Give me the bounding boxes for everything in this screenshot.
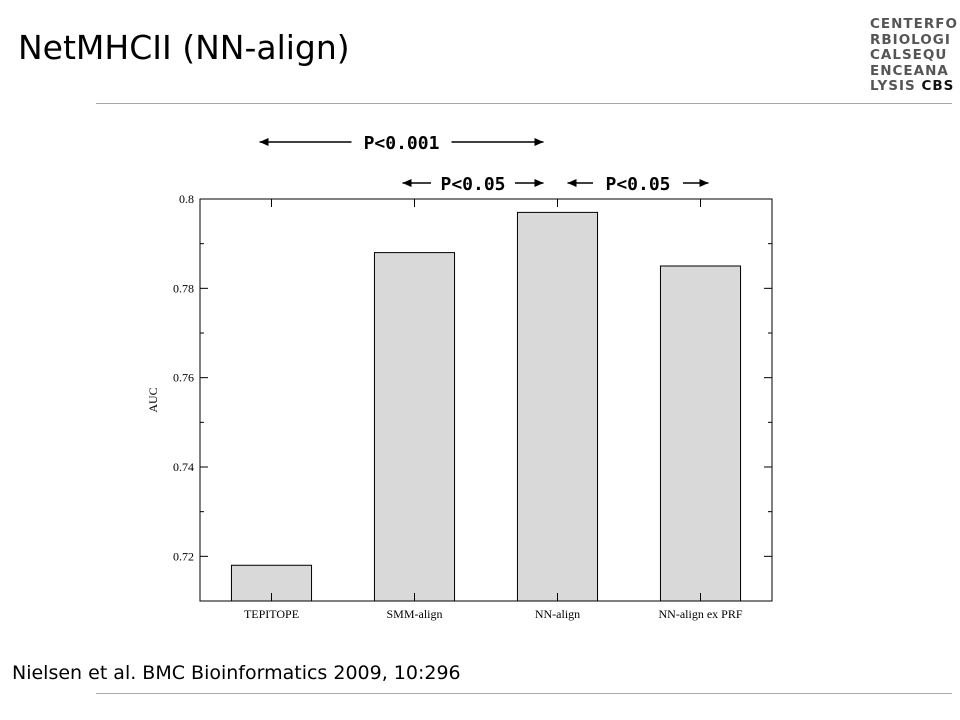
slide-title: NetMHCII (NN-align) (18, 28, 350, 67)
annotation-arrowhead-right (534, 179, 544, 187)
annotation-arrowhead-right (534, 138, 544, 146)
y-tick-label: 0.76 (173, 371, 194, 385)
title-divider (96, 103, 952, 104)
logo-row: RBIOLOGI (870, 31, 951, 48)
y-tick-label: 0.72 (173, 549, 194, 563)
x-tick-label: TEPITOPE (244, 607, 299, 621)
annotation-arrowhead-left (259, 138, 269, 146)
citation: Nielsen et al. BMC Bioinformatics 2009, … (12, 662, 461, 684)
cbs-logo: CENTERFO RBIOLOGI CALSEQU ENCEANA LYSIS … (870, 16, 958, 95)
annotation-arrowhead-right (699, 179, 709, 187)
significance-label: P<0.05 (605, 174, 670, 195)
bar-nn-align-ex-prf (659, 265, 742, 602)
y-tick-label: 0.78 (173, 281, 194, 295)
logo-row: CALSEQU (870, 47, 948, 63)
x-tick-label: NN-align (535, 607, 580, 621)
y-axis-label: AUC (146, 387, 160, 412)
annotation-arrowhead-left (567, 179, 577, 187)
axes: 0.72 0.74 0.76 0.78 0.8 TEPITOPE SMM-align NN-a… (173, 192, 773, 621)
logo-row: CENTERFO (870, 16, 958, 32)
plot-frame (199, 198, 773, 602)
logo-row: ENCEANA (870, 62, 949, 79)
bar-nn-align (516, 211, 599, 602)
bar-smm-align (373, 252, 456, 602)
annotation-arrowhead-left (402, 179, 412, 187)
x-tick-label: SMM-align (386, 607, 442, 621)
footer-divider (96, 693, 952, 694)
y-tick-label: 0.74 (173, 460, 194, 474)
logo-row-last: LYSIS CBS (870, 78, 958, 95)
x-tick-label: NN-align ex PRF (659, 607, 743, 621)
bars (230, 211, 742, 602)
significance-label: P<0.05 (440, 174, 505, 195)
logo-brand: CBS (921, 78, 955, 94)
logo-row-prefix: LYSIS (870, 78, 916, 94)
significance-label: P<0.001 (364, 133, 440, 154)
y-tick-label: 0.8 (179, 192, 194, 206)
